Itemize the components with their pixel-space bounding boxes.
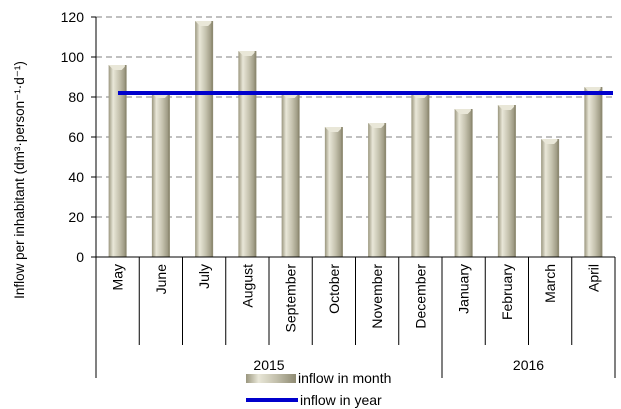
x-tick-label: May xyxy=(110,264,126,290)
bar-top xyxy=(324,127,343,132)
bar-top xyxy=(368,123,387,128)
bar xyxy=(368,123,387,257)
bar-top xyxy=(195,21,214,26)
bar xyxy=(541,139,560,257)
y-axis-label: Inflow per inhabitant (dm³·person⁻¹·d⁻¹) xyxy=(12,61,27,299)
x-tick-labels: May June July August September October Novembe… xyxy=(110,264,602,333)
gridlines xyxy=(96,16,615,218)
x-tick-label: November xyxy=(369,264,385,329)
x-tick-label: June xyxy=(153,264,169,295)
axes xyxy=(91,16,616,378)
y-tick-labels: 0 20 40 60 80 100 120 xyxy=(61,9,85,265)
bar-top xyxy=(541,139,560,144)
legend-bar-swatch xyxy=(246,374,296,383)
year-group-labels: 2015 2016 xyxy=(253,357,544,373)
bar-top xyxy=(584,87,603,92)
legend-item-month: inflow in month xyxy=(246,370,391,386)
y-tick-label: 80 xyxy=(68,89,84,105)
x-tick-label: March xyxy=(542,264,558,303)
y-tick-label: 120 xyxy=(61,9,85,25)
bar xyxy=(324,127,343,257)
legend-item-year: inflow in year xyxy=(246,392,382,408)
bar xyxy=(497,105,516,257)
bars xyxy=(108,21,603,257)
x-tick-label: August xyxy=(239,264,255,308)
legend-bar-label: inflow in month xyxy=(298,370,391,386)
bar xyxy=(238,51,257,257)
x-tick-label: January xyxy=(456,264,472,314)
x-tick-label: September xyxy=(283,264,299,333)
year-group-label: 2016 xyxy=(513,357,544,373)
year-group-label: 2015 xyxy=(253,357,284,373)
x-tick-label: April xyxy=(585,264,601,292)
bar xyxy=(195,21,214,257)
bar xyxy=(584,87,603,257)
bar xyxy=(108,65,127,257)
y-tick-label: 40 xyxy=(68,169,84,185)
x-tick-label: December xyxy=(412,264,428,329)
legend: inflow in month inflow in year xyxy=(246,370,391,408)
y-tick-label: 20 xyxy=(68,209,84,225)
y-tick-label: 60 xyxy=(68,129,84,145)
bar xyxy=(151,93,170,257)
bar xyxy=(411,93,430,257)
x-tick-label: July xyxy=(196,264,212,289)
bar xyxy=(281,93,300,257)
bar-top xyxy=(108,65,127,70)
y-tick-label: 0 xyxy=(76,249,84,265)
bar xyxy=(454,109,473,257)
legend-line-label: inflow in year xyxy=(300,392,382,408)
bar-top xyxy=(454,109,473,114)
x-tick-label: October xyxy=(326,264,342,314)
x-tick-label: February xyxy=(499,264,515,320)
bar-top xyxy=(238,51,257,56)
bar-top xyxy=(497,105,516,110)
y-tick-label: 100 xyxy=(61,49,85,65)
